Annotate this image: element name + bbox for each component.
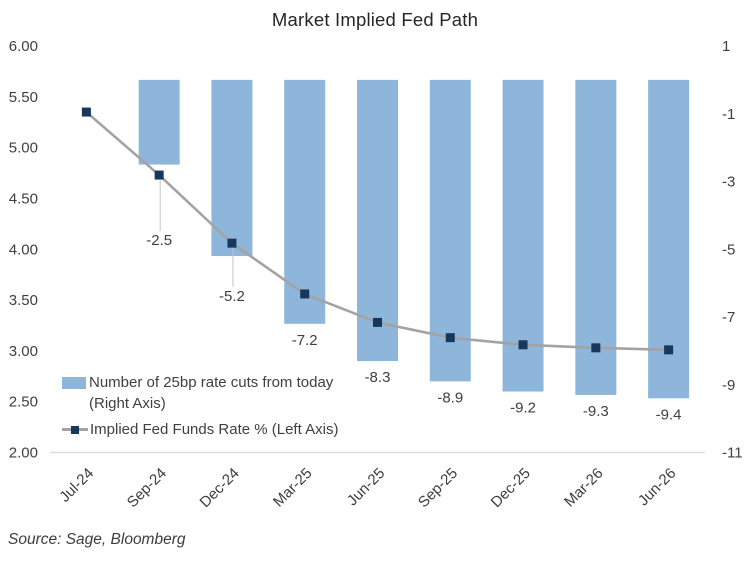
x-axis-tick-label: Jun-25 [344, 465, 388, 509]
legend-item-line-label: Implied Fed Funds Rate % (Left Axis) [90, 419, 338, 440]
x-axis-tick-label: Jul-24 [56, 465, 97, 506]
right-axis-tick-label: -7 [722, 309, 735, 326]
right-axis-tick-label: 1 [722, 38, 730, 55]
line-series-marker-icon [62, 422, 88, 437]
left-axis-tick-label: 2.50 [9, 394, 38, 411]
bar [211, 79, 253, 257]
left-axis-tick-label: 6.00 [9, 38, 38, 55]
left-axis-tick-label: 5.50 [9, 89, 38, 106]
bar [138, 79, 180, 165]
bar-series-swatch-icon [62, 377, 86, 389]
bar-data-label: -9.4 [656, 406, 682, 423]
left-axis-tick-label: 4.00 [9, 241, 38, 258]
bar [284, 79, 326, 324]
bar-data-label: -7.2 [292, 332, 318, 349]
left-axis-tick-label: 5.00 [9, 140, 38, 157]
left-axis-tick-label: 2.00 [9, 445, 38, 462]
legend-bars-label-line2: (Right Axis) [89, 395, 166, 412]
legend-line-label: Implied Fed Funds Rate % (Left Axis) [90, 421, 339, 438]
x-axis-tick-label: Sep-25 [415, 465, 461, 511]
x-axis-tick-label: Dec-25 [488, 465, 534, 511]
line-marker [518, 340, 528, 350]
bar-data-label: -9.3 [583, 403, 609, 420]
bar-data-label: -2.5 [146, 232, 172, 249]
bar [429, 79, 471, 382]
x-axis-tick-label: Jun-26 [635, 465, 679, 509]
line-marker [591, 343, 601, 353]
legend-item-line: Implied Fed Funds Rate % (Left Axis) [62, 419, 338, 440]
bar-data-label: -9.2 [510, 400, 536, 417]
line-marker [81, 107, 91, 117]
legend-item-bars: Number of 25bp rate cuts from today (Rig… [62, 372, 338, 414]
legend: Number of 25bp rate cuts from today (Rig… [62, 372, 338, 440]
bar-data-label: -8.3 [365, 369, 391, 386]
line-marker [373, 317, 382, 327]
legend-item-bars-label: Number of 25bp rate cuts from today (Rig… [89, 372, 333, 414]
right-axis-tick-label: -9 [722, 377, 735, 394]
x-axis-tick-label: Dec-24 [197, 465, 243, 511]
legend-bars-label-line1: Number of 25bp rate cuts from today [89, 374, 334, 391]
bar [575, 79, 617, 395]
bar-data-label: -8.9 [437, 389, 463, 406]
line-marker [154, 170, 164, 180]
line-glyph-square [71, 425, 79, 434]
bar [502, 79, 544, 392]
line-marker [445, 333, 455, 343]
right-axis-tick-label: -11 [722, 445, 743, 462]
x-axis-tick-label: Mar-26 [561, 465, 607, 511]
right-axis-tick-label: -3 [722, 174, 735, 191]
bar [648, 79, 690, 399]
left-axis-tick-label: 3.50 [9, 292, 38, 309]
left-axis-tick-label: 4.50 [9, 190, 38, 207]
left-axis-tick-label: 3.00 [9, 343, 38, 360]
right-axis-tick-label: -5 [722, 241, 735, 258]
x-axis-tick-label: Mar-25 [270, 465, 316, 511]
chart-title: Market Implied Fed Path [271, 9, 479, 30]
bar-data-label: -5.2 [219, 288, 245, 305]
source-note: Source: Sage, Bloomberg [8, 531, 186, 548]
line-marker [227, 238, 237, 248]
line-marker [300, 289, 310, 299]
x-axis-tick-label: Sep-24 [124, 465, 170, 511]
right-axis-tick-label: -1 [722, 106, 735, 123]
line-marker [664, 345, 674, 355]
bar [357, 79, 398, 362]
